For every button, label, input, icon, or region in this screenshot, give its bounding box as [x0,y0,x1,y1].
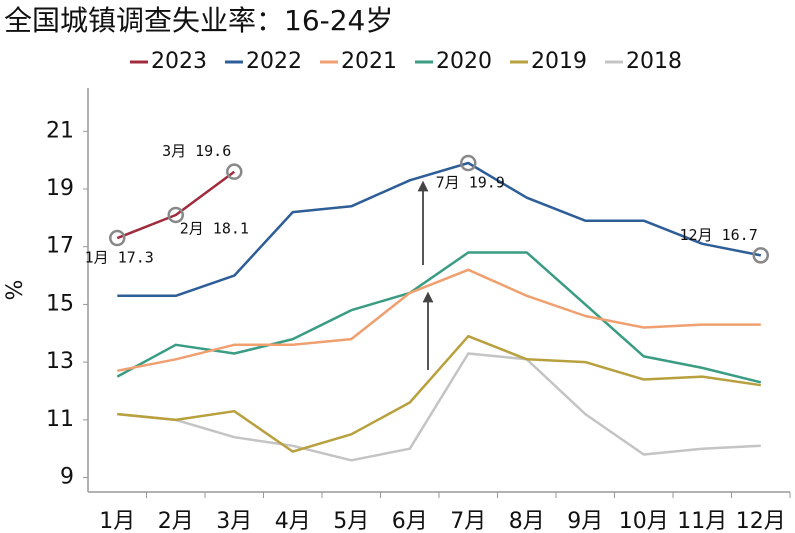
y-tick-label: 15 [46,291,74,316]
series-line [116,251,762,384]
x-tick-label: 6月 [392,509,428,533]
legend-label: 2022 [246,49,302,74]
x-tick-label: 9月 [567,509,603,533]
x-tick-label: 2月 [158,509,194,533]
data-label: 1月 17.3 [85,249,154,267]
highlight-marker [167,206,184,224]
x-tick-label: 10月 [619,509,669,533]
y-tick-label: 21 [46,118,74,143]
chart-title: 全国城镇调查失业率：16-24岁 [4,4,393,37]
legend-label: 2021 [341,49,397,74]
y-tick-label: 13 [46,349,74,374]
data-label: 2月 18.1 [180,219,249,237]
legend-label: 2020 [436,49,492,74]
x-tick-label: 11月 [677,509,727,533]
legend-label: 2019 [531,49,587,74]
y-tick-label: 17 [46,234,74,259]
series-line [117,161,762,298]
data-label: 3月 19.6 [162,142,231,160]
x-tick-label: 3月 [216,509,252,533]
y-tick-label: 11 [46,407,74,432]
legend-label: 2023 [151,49,207,74]
y-axis-label: % [3,280,28,301]
highlight-marker [109,229,126,247]
highlight-marker [226,163,243,180]
highlight-marker [460,154,477,172]
y-tick-label: 9 [60,465,74,490]
series-line [117,334,761,453]
series-line [116,170,236,240]
series-line [117,268,761,373]
highlight-marker [752,247,769,264]
legend-label: 2018 [626,49,682,74]
series-line [117,352,761,462]
y-tick-label: 19 [46,176,74,201]
x-tick-label: 8月 [509,509,545,533]
data-label: 7月 19.9 [436,174,505,192]
data-label: 12月 16.7 [680,226,758,244]
x-tick-label: 5月 [333,509,369,533]
x-tick-label: 1月 [99,509,135,533]
x-tick-label: 4月 [275,509,311,533]
x-tick-label: 12月 [736,509,786,533]
x-tick-label: 7月 [450,509,486,533]
